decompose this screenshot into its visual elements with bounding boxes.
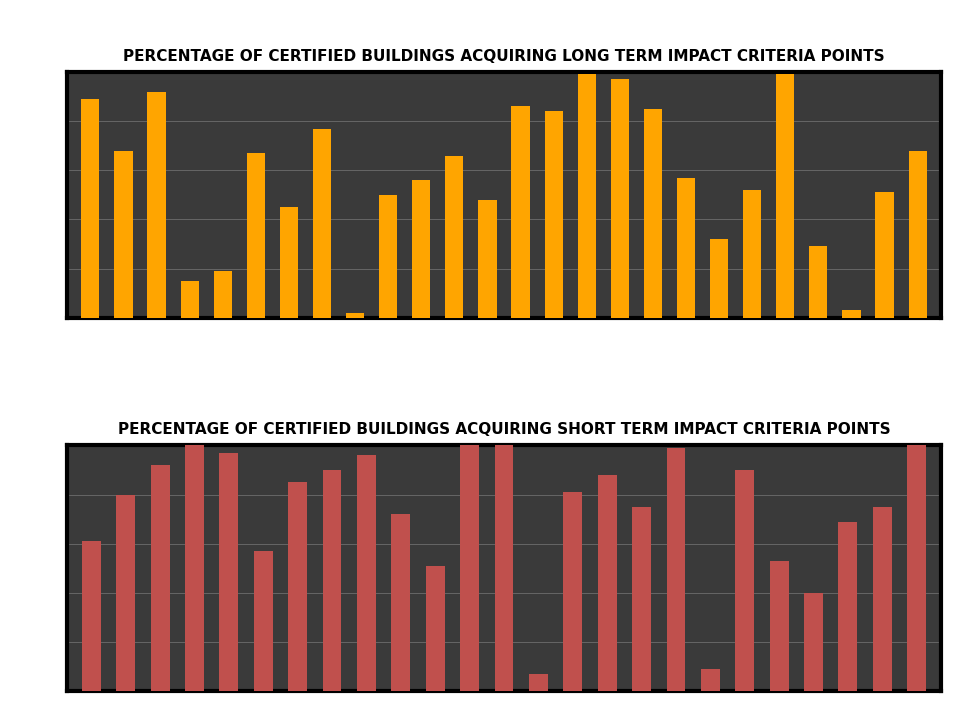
Bar: [666, 448, 685, 691]
Bar: [114, 150, 132, 318]
Bar: [512, 107, 530, 318]
Bar: [478, 199, 496, 318]
Bar: [838, 522, 857, 691]
Bar: [809, 246, 828, 318]
Bar: [82, 541, 101, 691]
Bar: [346, 312, 364, 318]
Bar: [842, 310, 860, 318]
Bar: [445, 156, 464, 318]
Bar: [908, 150, 926, 318]
Bar: [770, 561, 788, 691]
Bar: [873, 507, 892, 691]
Bar: [611, 79, 629, 318]
Bar: [279, 207, 298, 318]
Title: PERCENTAGE OF CERTIFIED BUILDINGS ACQUIRING SHORT TERM IMPACT CRITERIA POINTS: PERCENTAGE OF CERTIFIED BUILDINGS ACQUIR…: [118, 423, 890, 437]
Bar: [632, 507, 651, 691]
Title: PERCENTAGE OF CERTIFIED BUILDINGS ACQUIRING LONG TERM IMPACT CRITERIA POINTS: PERCENTAGE OF CERTIFIED BUILDINGS ACQUIR…: [123, 49, 885, 64]
Bar: [529, 674, 548, 691]
Bar: [148, 91, 166, 318]
Bar: [735, 470, 755, 691]
Bar: [185, 446, 204, 691]
Bar: [777, 74, 794, 318]
Bar: [710, 239, 729, 318]
Bar: [804, 593, 823, 691]
Bar: [116, 495, 135, 691]
Bar: [313, 128, 331, 318]
Bar: [701, 669, 720, 691]
Bar: [151, 465, 170, 691]
Bar: [214, 271, 231, 318]
Bar: [82, 99, 100, 318]
Bar: [379, 195, 397, 318]
Bar: [323, 470, 342, 691]
Bar: [907, 446, 926, 691]
Bar: [644, 109, 662, 318]
Bar: [288, 482, 307, 691]
Bar: [247, 153, 265, 318]
Bar: [460, 446, 479, 691]
Bar: [544, 112, 563, 318]
Bar: [494, 446, 514, 691]
Bar: [357, 455, 376, 691]
Bar: [564, 492, 583, 691]
Bar: [180, 281, 199, 318]
Bar: [578, 74, 596, 318]
Bar: [876, 192, 894, 318]
Bar: [412, 180, 430, 318]
Bar: [392, 514, 410, 691]
Bar: [598, 475, 616, 691]
Bar: [253, 551, 273, 691]
Bar: [743, 190, 761, 318]
Bar: [677, 178, 695, 318]
Bar: [220, 453, 238, 691]
Bar: [425, 566, 444, 691]
